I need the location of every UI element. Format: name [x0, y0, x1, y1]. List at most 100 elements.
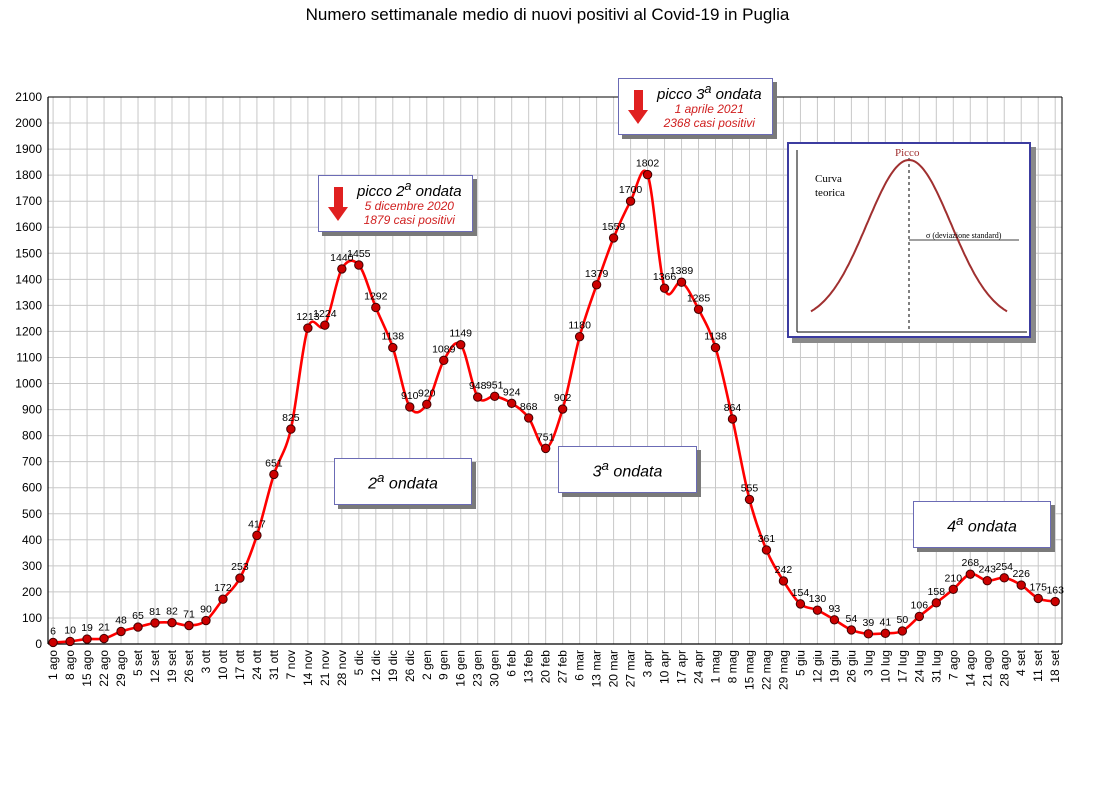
data-point	[269, 469, 279, 480]
data-label: 1138	[381, 331, 404, 343]
data-point	[693, 304, 704, 314]
data-point	[931, 598, 942, 608]
data-label: 1440	[330, 252, 354, 264]
data-point	[676, 277, 687, 287]
data-point	[116, 626, 126, 637]
data-point	[744, 494, 755, 505]
data-point	[201, 615, 211, 626]
peak-2-title: picco 2a ondata	[357, 179, 462, 201]
data-point	[540, 443, 551, 454]
data-label: 19	[81, 622, 93, 634]
x-tick-label: 12 set	[148, 649, 162, 682]
down-arrow-icon	[327, 186, 349, 221]
data-point	[846, 625, 857, 635]
x-tick-label: 6 mar	[573, 650, 587, 681]
peak-3-date: 1 aprile 2021	[674, 102, 744, 117]
x-tick-label: 24 apr	[692, 650, 706, 684]
x-tick-label: 31 lug	[929, 650, 943, 683]
x-tick-label: 8 ago	[63, 650, 77, 680]
y-tick-label: 800	[22, 429, 42, 443]
data-label: 130	[809, 593, 827, 605]
data-label: 50	[896, 614, 908, 626]
x-tick-label: 15 ago	[80, 650, 94, 687]
down-arrow-icon	[627, 89, 649, 124]
data-label: 902	[554, 392, 572, 404]
x-tick-labels: 1 ago 8 ago 15 ago 22 ago 29 ago 5 set 12 set 1…	[46, 649, 1062, 690]
data-point	[184, 620, 194, 631]
data-point	[405, 402, 415, 412]
data-point	[371, 302, 381, 313]
data-point	[456, 340, 466, 350]
data-point	[1016, 580, 1026, 590]
y-tick-label: 1500	[15, 246, 42, 260]
data-point	[642, 169, 653, 180]
chart-title: Numero settimanale medio di nuovi positi…	[305, 5, 790, 24]
data-label: 1389	[670, 265, 694, 277]
x-tick-label: 10 ott	[216, 649, 230, 680]
x-tick-label: 26 dic	[403, 650, 417, 682]
data-label: 924	[503, 386, 521, 398]
data-label: 154	[792, 587, 810, 599]
data-label: 41	[880, 616, 892, 628]
x-tick-label: 4 set	[1014, 649, 1028, 676]
x-tick-label: 7 ago	[946, 650, 960, 680]
y-tick-label: 0	[35, 637, 42, 651]
data-point	[337, 264, 347, 274]
wave-2-label: 2a ondata	[368, 469, 438, 493]
data-label: 81	[149, 606, 161, 618]
wave-2-box: 2a ondata	[334, 458, 472, 505]
x-tick-label: 22 ago	[97, 650, 111, 687]
y-tick-label: 1200	[15, 324, 42, 338]
data-point	[880, 628, 891, 639]
data-label: 48	[115, 614, 127, 626]
data-label: 361	[758, 533, 776, 545]
x-tick-label: 20 feb	[539, 650, 553, 684]
x-tick-label: 20 mar	[607, 650, 621, 687]
x-tick-label: 15 mag	[742, 650, 756, 690]
data-label: 21	[98, 622, 110, 634]
x-tick-label: 7 nov	[284, 650, 298, 679]
data-point	[591, 280, 602, 290]
data-label: 751	[537, 431, 555, 443]
data-point	[557, 404, 568, 414]
peak-2-date: 5 dicembre 2020	[364, 199, 454, 214]
x-tick-label: 22 mag	[759, 650, 773, 690]
data-label: 1455	[347, 248, 371, 260]
data-point	[829, 615, 840, 625]
inset-sigma-label: σ (deviazione standard)	[926, 231, 1002, 240]
inset-curve-label-2: teorica	[815, 187, 845, 199]
x-tick-label: 2 gen	[420, 650, 434, 680]
data-point	[439, 355, 449, 366]
data-label: 93	[829, 603, 841, 615]
data-point	[150, 618, 160, 628]
x-tick-label: 31 ott	[267, 649, 281, 680]
data-label: 210	[945, 572, 963, 584]
data-label: 1379	[585, 268, 609, 280]
data-point	[812, 605, 823, 615]
x-tick-label: 9 gen	[437, 650, 451, 680]
x-tick-label: 19 set	[165, 649, 179, 682]
data-label: 920	[418, 387, 436, 399]
data-point	[167, 617, 177, 628]
x-tick-label: 28 ago	[997, 650, 1011, 687]
data-label: 1149	[449, 328, 472, 340]
data-label: 1224	[313, 308, 337, 320]
x-tick-label: 10 apr	[658, 650, 672, 684]
data-point	[778, 576, 789, 586]
y-tick-label: 2000	[15, 116, 42, 130]
data-point	[506, 398, 517, 409]
x-tick-label: 5 dic	[352, 650, 366, 675]
data-point	[99, 633, 109, 644]
wave-3-box: 3a ondata	[558, 446, 697, 493]
x-tick-label: 17 lug	[895, 650, 909, 683]
wave-4-label: 4a ondata	[947, 512, 1017, 536]
data-label: 1292	[364, 290, 388, 302]
data-label: 1700	[619, 184, 643, 196]
axes	[47, 96, 1063, 645]
y-tick-label: 900	[22, 403, 42, 417]
data-label: 555	[741, 482, 759, 494]
data-label: 1089	[432, 343, 456, 355]
data-point	[1050, 596, 1060, 607]
data-point	[948, 584, 958, 594]
data-label: 243	[979, 564, 997, 576]
